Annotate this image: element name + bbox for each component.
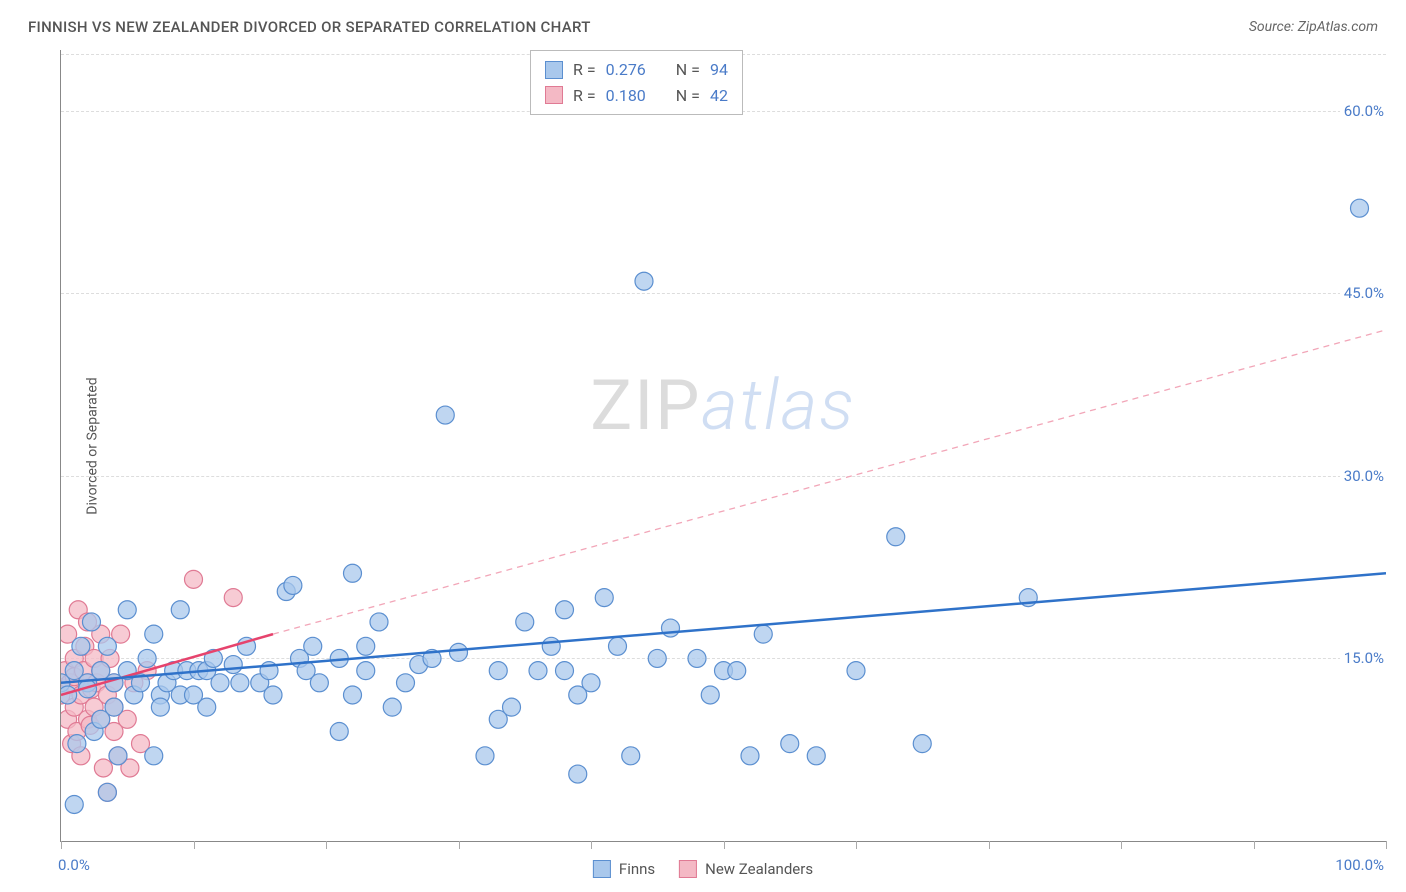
swatch-finns	[545, 61, 563, 79]
swatch-finns	[593, 860, 611, 878]
x-axis-min-label: 0.0%	[58, 856, 90, 874]
r-label: R =	[573, 57, 596, 83]
scatter-plot	[61, 50, 1386, 841]
legend-label-finns: Finns	[619, 860, 655, 878]
n-label: N =	[676, 57, 700, 83]
r-value-nz: 0.180	[606, 83, 646, 109]
n-label: N =	[676, 83, 700, 109]
n-value-finns: 94	[710, 57, 728, 83]
x-axis-max-label: 100.0%	[1335, 856, 1384, 874]
stats-legend-box: R = 0.276 N = 94 R = 0.180 N = 42	[530, 50, 743, 115]
legend-item-nz: New Zealanders	[679, 860, 813, 878]
swatch-nz	[679, 860, 697, 878]
r-label: R =	[573, 83, 596, 109]
stats-row-finns: R = 0.276 N = 94	[545, 57, 728, 83]
source-attribution: Source: ZipAtlas.com	[1249, 19, 1378, 35]
legend-label-nz: New Zealanders	[705, 860, 813, 878]
stats-row-nz: R = 0.180 N = 42	[545, 83, 728, 109]
bottom-legend: Finns New Zealanders	[593, 860, 813, 878]
plot-region: 15.0%30.0%45.0%60.0%	[60, 50, 1386, 842]
chart-area: 15.0%30.0%45.0%60.0% ZIPatlas	[60, 50, 1386, 842]
r-value-finns: 0.276	[606, 57, 646, 83]
n-value-nz: 42	[710, 83, 728, 109]
chart-title: FINNISH VS NEW ZEALANDER DIVORCED OR SEP…	[28, 18, 591, 36]
legend-item-finns: Finns	[593, 860, 655, 878]
swatch-nz	[545, 86, 563, 104]
